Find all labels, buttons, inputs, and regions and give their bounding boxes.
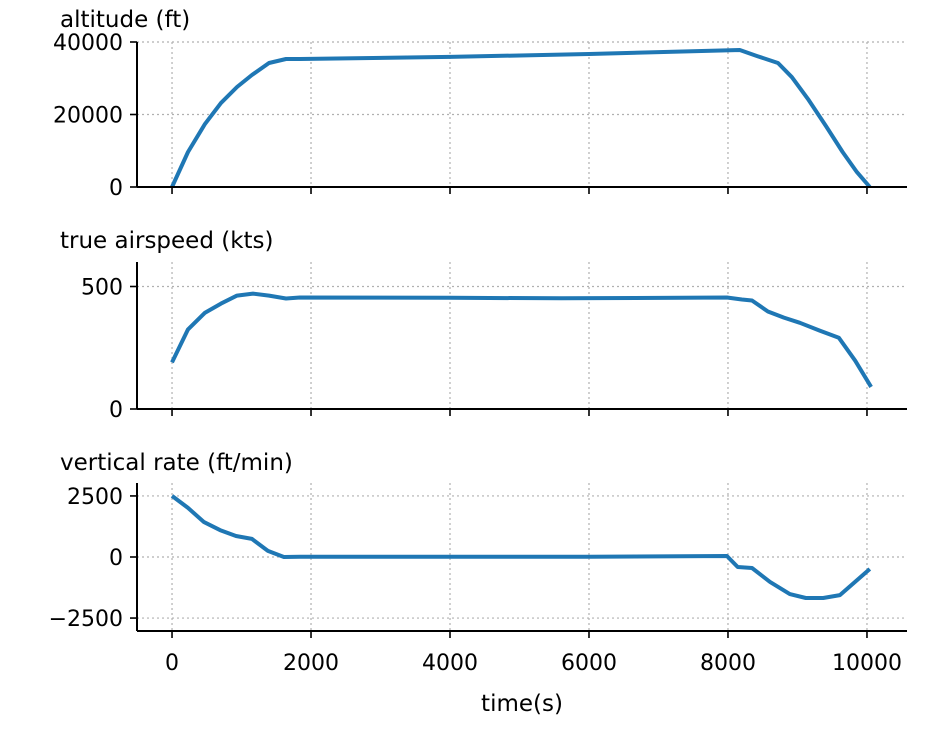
x-tick-label: 6000 — [561, 651, 617, 676]
series-line — [170, 291, 873, 388]
series-line — [170, 494, 872, 600]
y-tick-label: −2500 — [49, 607, 123, 632]
altitude-title: altitude (ft) — [60, 7, 190, 33]
x-tick-label: 0 — [165, 651, 179, 676]
y-tick-label: 0 — [109, 398, 123, 423]
airspeed-panel: true airspeed (kts) 0 500 — [60, 228, 907, 423]
x-axis-label: time(s) — [481, 691, 563, 717]
x-axis: 0 2000 4000 6000 8000 10000 — [165, 651, 902, 676]
y-tick-label: 500 — [81, 276, 123, 301]
vertical-rate-title: vertical rate (ft/min) — [60, 450, 293, 476]
airspeed-title: true airspeed (kts) — [60, 228, 274, 254]
vertical-rate-panel: vertical rate (ft/min) −2500 0 2500 — [49, 450, 907, 638]
series-line — [170, 48, 872, 189]
x-tick-label: 4000 — [422, 651, 478, 676]
x-tick-label: 2000 — [283, 651, 339, 676]
y-tick-label: 0 — [109, 546, 123, 571]
altitude-panel: altitude (ft) 0 20000 40000 — [53, 7, 907, 201]
y-tick-label: 40000 — [53, 31, 123, 56]
y-tick-label: 0 — [109, 176, 123, 201]
y-tick-label: 2500 — [67, 485, 123, 510]
x-tick-label: 8000 — [700, 651, 756, 676]
y-tick-label: 20000 — [53, 104, 123, 129]
x-tick-label: 10000 — [832, 651, 902, 676]
